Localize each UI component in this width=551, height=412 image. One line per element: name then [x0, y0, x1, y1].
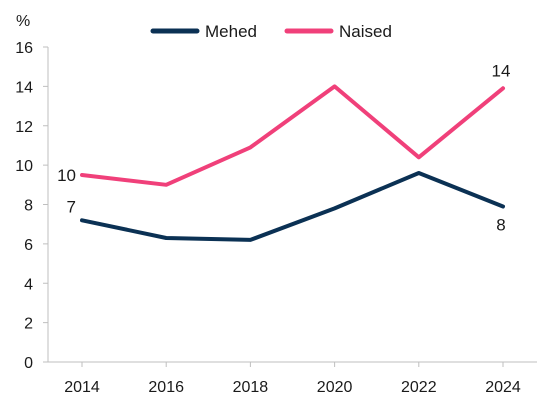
x-tick-label: 2016	[148, 379, 184, 396]
y-tick-label: 14	[15, 79, 33, 96]
x-tick-label: 2022	[401, 379, 437, 396]
data-labels: 7 8 10 14	[57, 61, 510, 234]
y-unit-label: %	[16, 13, 30, 30]
y-tick-label: 6	[24, 237, 33, 254]
y-axis: 0 2 4 6 8 10 12 14 16	[15, 40, 49, 372]
y-tick-label: 0	[24, 355, 33, 372]
y-tick-label: 2	[24, 316, 33, 333]
legend: Mehed Naised	[150, 22, 392, 41]
data-label: 8	[496, 215, 505, 234]
series-layer	[80, 84, 505, 242]
y-tick-label: 8	[24, 198, 33, 215]
x-axis: 2014 2016 2018 2020 2022 2024	[48, 361, 537, 396]
data-label: 7	[67, 197, 76, 216]
x-tick-label: 2018	[233, 379, 269, 396]
legend-label-mehed: Mehed	[205, 22, 257, 41]
data-label: 10	[57, 166, 76, 185]
x-tick-label: 2020	[317, 379, 353, 396]
series-line-naised	[80, 84, 505, 187]
y-tick-label: 4	[24, 276, 33, 293]
y-tick-label: 16	[15, 40, 33, 57]
legend-label-naised: Naised	[339, 22, 392, 41]
x-tick-label: 2014	[64, 379, 100, 396]
series-line-mehed	[80, 171, 505, 242]
y-tick-label: 10	[15, 158, 33, 175]
data-label: 14	[492, 61, 511, 80]
x-tick-label: 2024	[485, 379, 521, 396]
y-tick-label: 12	[15, 119, 33, 136]
